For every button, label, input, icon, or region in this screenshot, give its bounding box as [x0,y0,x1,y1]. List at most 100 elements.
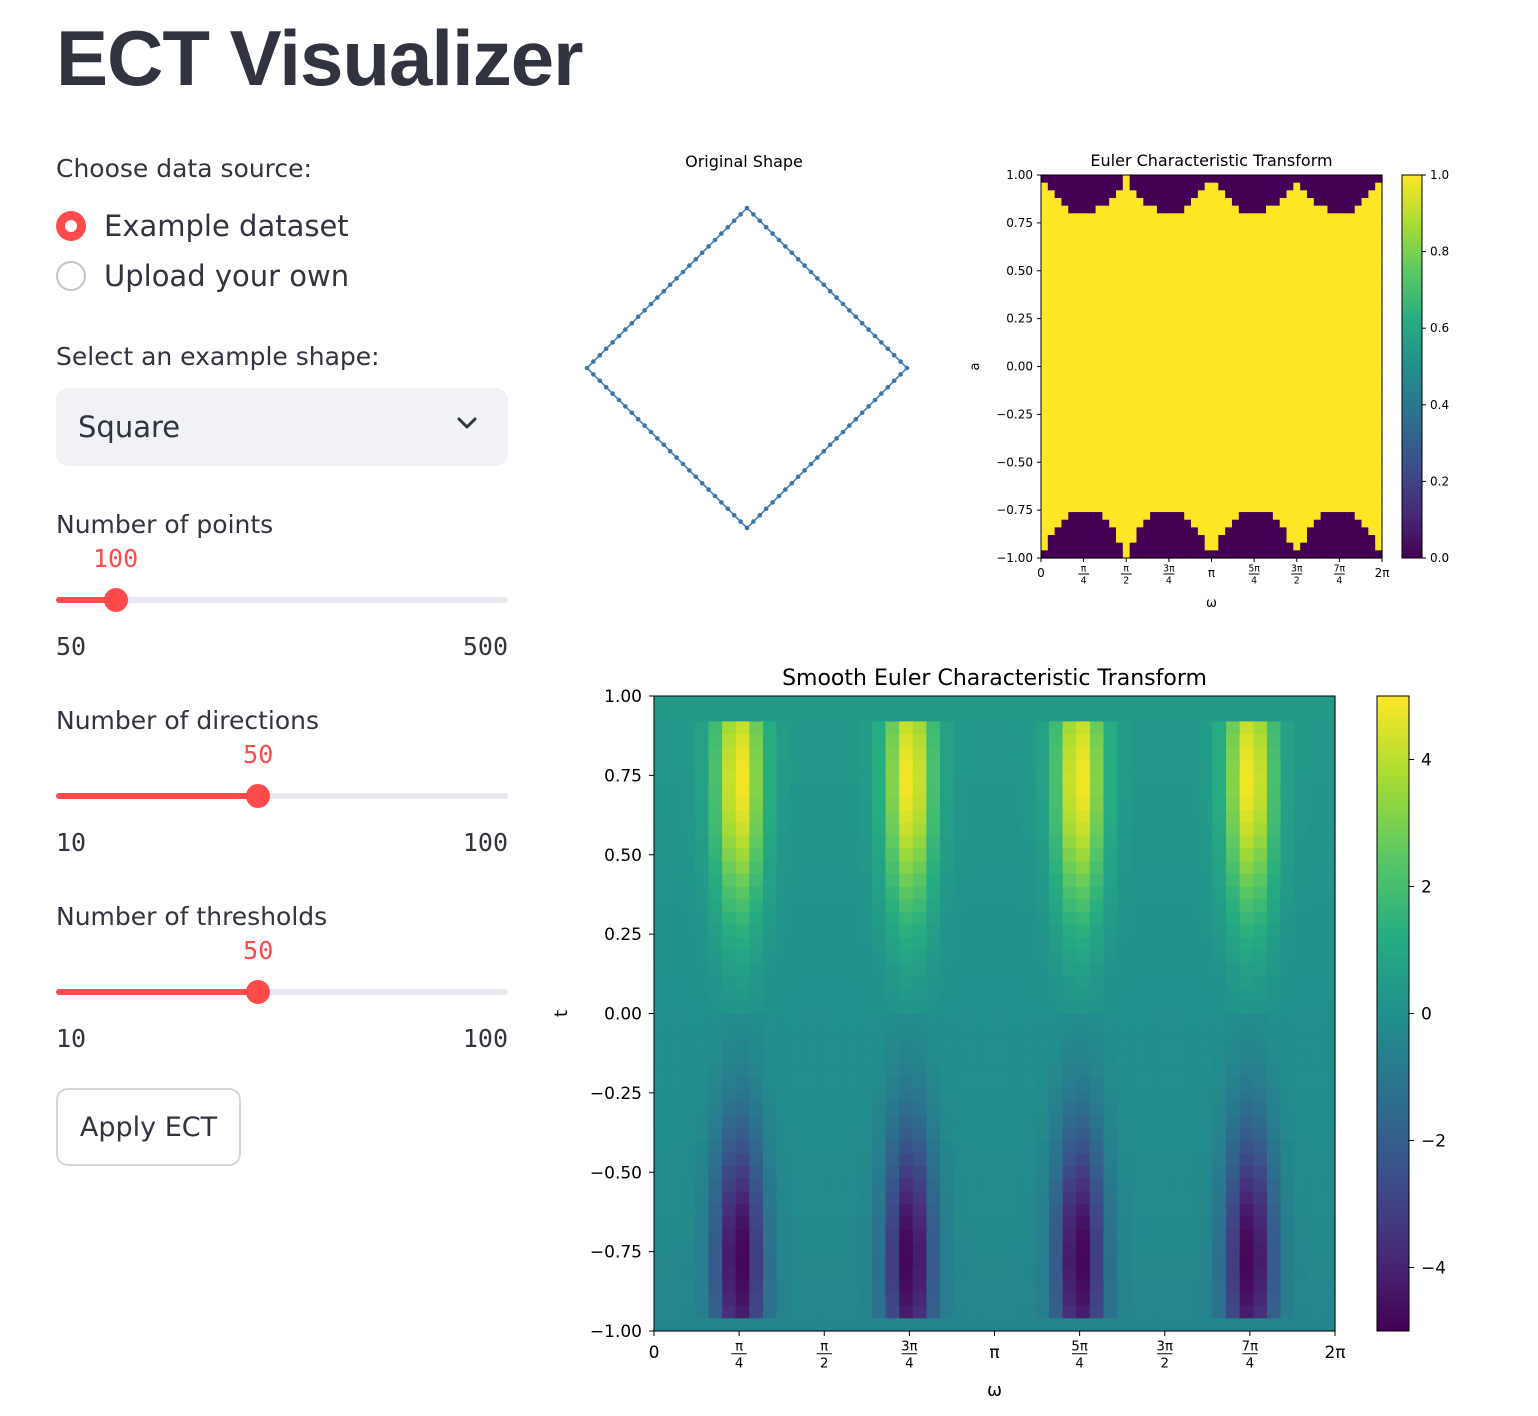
heatmap-cell [1361,443,1369,452]
heatmap-cell [1239,708,1254,722]
heatmap-cell [1204,328,1213,337]
heatmap-cell [844,937,859,951]
heatmap-cell [762,721,778,735]
heatmap-cell [694,861,710,875]
heatmap-cell [994,1305,1009,1319]
heatmap-cell [1293,443,1301,452]
heatmap-cell [776,1127,791,1142]
heatmap-cell [1156,274,1165,283]
heatmap-cell [1361,236,1369,245]
heatmap-cell [803,721,819,735]
heatmap-cell [762,1178,778,1192]
heatmap-cell [694,924,710,938]
slider-thumb[interactable] [103,588,128,612]
heatmap-cell [1239,721,1254,735]
heatmap-cell [1102,251,1110,260]
heatmap-cell [1163,466,1172,475]
radio-unchecked-icon[interactable] [56,261,86,291]
heatmap-cell [1117,797,1132,811]
slider-track[interactable] [56,597,508,603]
radio-example-dataset[interactable]: Example dataset [56,208,349,244]
heatmap-cell [1116,197,1124,207]
heatmap-cell [940,1089,955,1103]
heatmap-cell [844,962,859,976]
heatmap-cell [1354,228,1363,237]
heatmap-cell [1313,190,1322,199]
heatmap-cell [1272,504,1281,513]
shape-point [597,378,603,384]
heatmap-cell [790,746,805,761]
heatmap-cell [1375,481,1383,490]
heatmap-cell [1334,197,1342,207]
heatmap-cell [1231,182,1240,191]
heatmap-cell [817,1026,832,1040]
heatmap-cell [1212,1026,1227,1040]
slider-thumb[interactable] [246,980,271,1004]
heatmap-cell [1272,351,1281,360]
heatmap-cell [1088,236,1097,245]
heatmap-cell [1103,1140,1118,1154]
heatmap-cell [776,1178,791,1192]
heatmap-cell [967,1089,982,1103]
heatmap-cell [667,848,682,862]
heatmap-cell [1361,381,1369,391]
heatmap-cell [681,810,696,824]
heatmap-cell [871,1077,887,1091]
heatmap-cell [1327,519,1335,528]
heatmap-cell [1076,975,1091,989]
heatmap-cell [1239,1127,1254,1142]
heatmap-cell [1185,1064,1200,1078]
heatmap-cell [1088,289,1097,299]
heatmap-cell [1130,1242,1145,1256]
heatmap-cell [980,1305,996,1319]
shape-select[interactable]: Square [56,388,508,466]
heatmap-cell [1102,427,1110,437]
slider-track[interactable] [56,793,508,799]
heatmap-cell [1081,297,1090,306]
heatmap-cell [1341,496,1349,505]
thresholds-slider[interactable]: Number of thresholds 50 10 100 [56,898,508,1058]
points-slider[interactable]: Number of points 100 50 500 [56,506,508,666]
shape-point [687,263,692,268]
heatmap-cell [1185,1127,1200,1142]
heatmap-cell [1117,835,1132,849]
heatmap-cell [1095,289,1103,299]
heatmap-cell [722,1089,737,1103]
x-tick-label: 2 [1294,576,1300,587]
slider-thumb[interactable] [246,784,271,808]
heatmap-cell [1245,512,1254,521]
heatmap-cell [1185,861,1200,875]
heatmap-cell [1320,335,1329,345]
heatmap-cell [1184,450,1192,460]
heatmap-cell [1117,1115,1132,1129]
heatmap-cell [708,759,723,773]
directions-slider[interactable]: Number of directions 50 10 100 [56,702,508,862]
heatmap-cell [1334,220,1342,230]
heatmap-cell [1130,1216,1145,1230]
apply-ect-button[interactable]: Apply ECT [56,1088,241,1166]
heatmap-cell [1109,182,1117,191]
heatmap-cell [1266,772,1282,786]
heatmap-cell [1116,512,1124,521]
heatmap-cell [1266,937,1282,951]
radio-upload-own[interactable]: Upload your own [56,258,349,294]
heatmap-cell [1368,542,1376,551]
heatmap-cell [1218,535,1226,544]
heatmap-cell [1245,397,1254,406]
heatmap-cell [1061,289,1069,299]
heatmap-cell [1368,504,1376,513]
heatmap-cell [1252,282,1260,291]
radio-checked-icon[interactable] [56,211,86,241]
heatmap-cell [912,873,927,888]
heatmap-cell [1157,1267,1173,1281]
heatmap-cell [1081,512,1090,521]
heatmap-cell [1279,236,1288,245]
heatmap-cell [1300,519,1308,528]
heatmap-cell [1021,708,1036,722]
heatmap-cell [1226,1064,1241,1078]
heatmap-cell [871,1064,887,1078]
heatmap-cell [803,848,819,862]
heatmap-cell [1021,772,1036,786]
slider-track[interactable] [56,989,508,995]
heatmap-cell [817,899,832,913]
